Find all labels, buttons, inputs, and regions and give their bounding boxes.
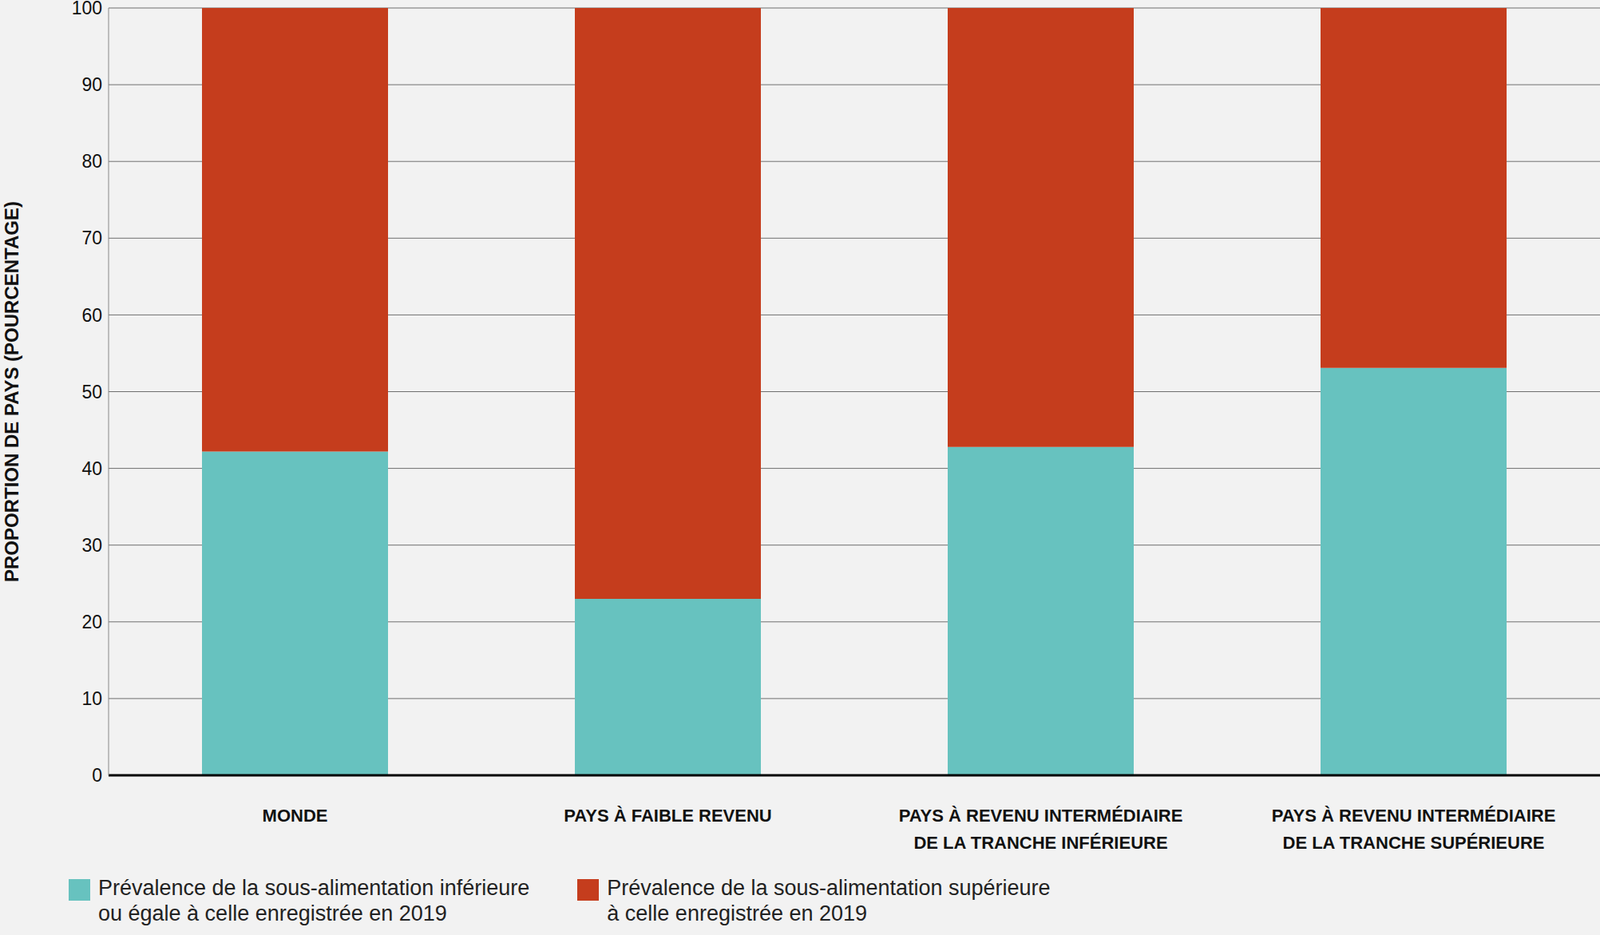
svg-text:PROPORTION DE PAYS (POURCENTAG: PROPORTION DE PAYS (POURCENTAGE): [6, 201, 23, 583]
svg-text:20: 20: [81, 611, 103, 633]
svg-text:PAYS À FAIBLE REVENU: PAYS À FAIBLE REVENU: [563, 805, 772, 826]
html-text:Prévalence de la sous-alimenta: Prévalence de la sous-alimentation supér…: [607, 875, 1051, 926]
svg-text:PAYS À REVENU INTERMÉDIAIREDE: PAYS À REVENU INTERMÉDIAIREDE LA TRANCHE…: [899, 805, 1184, 853]
svg-text:30: 30: [81, 534, 103, 556]
svg-text:50: 50: [81, 381, 103, 403]
svg-text:80: 80: [81, 150, 103, 172]
svg-text:10: 10: [81, 688, 103, 709]
svg-text:40: 40: [81, 458, 103, 480]
html-text:Prévalence de la sous-alimenta: Prévalence de la sous-alimentation infér…: [98, 875, 530, 926]
svg-text:70: 70: [81, 227, 103, 249]
svg-text:60: 60: [81, 304, 103, 326]
svg-text:90: 90: [81, 74, 103, 96]
svg-text:MONDE: MONDE: [262, 805, 329, 826]
svg-text:PAYS À REVENU INTERMÉDIAIREDE: PAYS À REVENU INTERMÉDIAIREDE LA TRANCHE…: [1271, 805, 1557, 853]
svg-text:0: 0: [91, 764, 103, 786]
svg-text:100: 100: [71, 0, 103, 19]
